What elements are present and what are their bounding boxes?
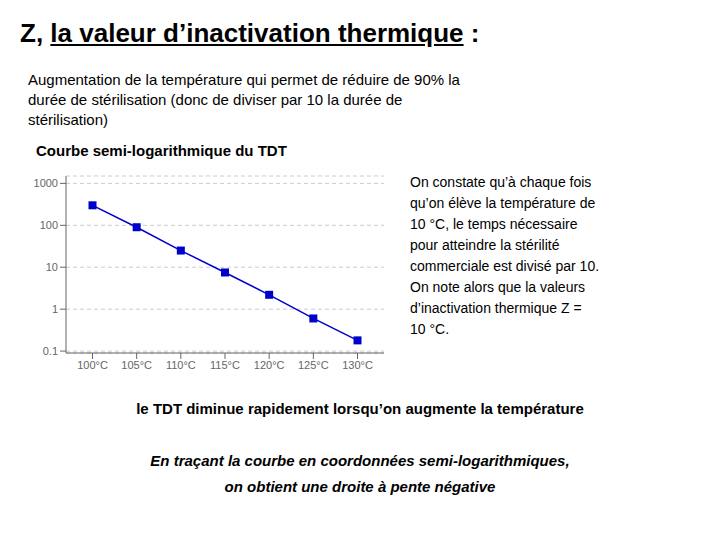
html-text:En traçant la courbe en coordo: En traçant la courbe en coordonnées semi…: [150, 452, 570, 469]
svg-text:10: 10: [46, 261, 58, 273]
svg-text:130°C: 130°C: [342, 359, 373, 371]
html-text:Z, la valeur d’inactivation th: Z, la valeur d’inactivation thermique:: [20, 18, 480, 48]
svg-text:100: 100: [40, 219, 58, 231]
svg-text:0.1: 0.1: [43, 345, 58, 357]
html-text:Courbe semi-logarithmique du T: Courbe semi-logarithmique du TDT: [36, 142, 287, 159]
svg-text:110°C: 110°C: [166, 359, 196, 371]
svg-text:125°C: 125°C: [298, 359, 329, 371]
html-text:durée de stérilisation (donc d: durée de stérilisation (donc de diviser …: [28, 91, 403, 108]
html-text:Augmentation de la température: Augmentation de la température qui perme…: [28, 71, 460, 88]
svg-text:105°C: 105°C: [121, 359, 152, 371]
svg-text:120°C: 120°C: [254, 359, 285, 371]
svg-text:100°C: 100°C: [77, 359, 108, 371]
html-text:On constate qu’à chaque fois q: On constate qu’à chaque fois qu’on élève…: [410, 174, 600, 337]
html-text:stérilisation): stérilisation): [28, 111, 108, 128]
html-text:on obtient une droite à pente: on obtient une droite à pente négative: [224, 478, 496, 495]
html-text:le TDT diminue rapidement lors: le TDT diminue rapidement lorsqu’on augm…: [136, 400, 584, 417]
svg-text:1: 1: [52, 303, 58, 315]
svg-text:115°C: 115°C: [210, 359, 240, 371]
svg-text:1000: 1000: [34, 177, 58, 189]
